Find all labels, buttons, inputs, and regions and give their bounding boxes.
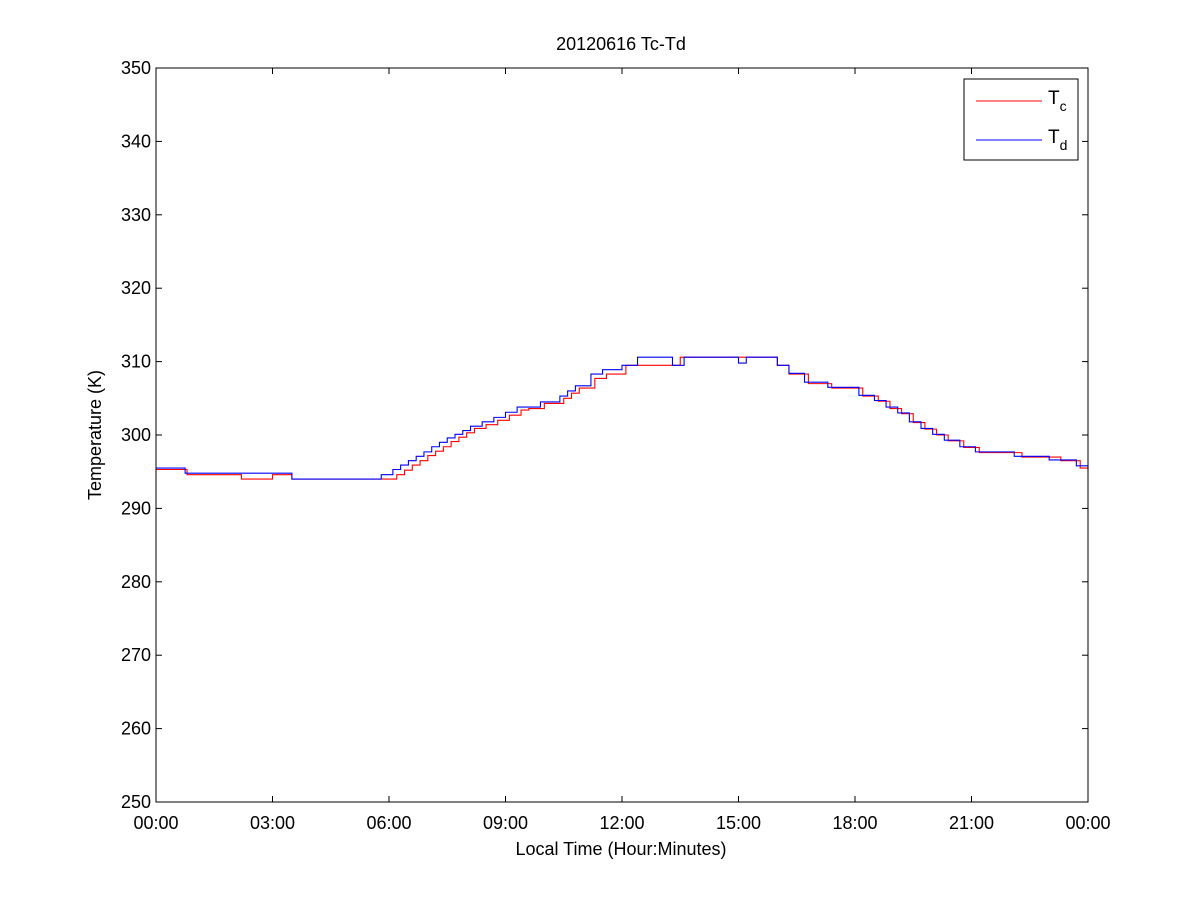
x-axis-label: Local Time (Hour:Minutes) xyxy=(515,839,726,859)
series-line-tc xyxy=(156,356,1089,480)
x-tick-label: 00:00 xyxy=(1065,813,1110,833)
data-layer xyxy=(156,356,1089,480)
y-tick-label: 350 xyxy=(121,58,151,78)
y-tick-label: 250 xyxy=(121,792,151,812)
y-tick-label: 320 xyxy=(121,278,151,298)
y-tick-label: 330 xyxy=(121,205,151,225)
chart-title: 20120616 Tc-Td xyxy=(556,34,686,54)
ticks-layer: 00:00 03:00 06:00 09:00 12:00 15:00 18:00 21:00… xyxy=(121,58,1111,833)
y-tick-label: 310 xyxy=(121,352,151,372)
x-tick-label: 09:00 xyxy=(483,813,528,833)
x-tick-label: 12:00 xyxy=(599,813,644,833)
legend: Tc Td xyxy=(963,78,1079,161)
y-tick-label: 290 xyxy=(121,498,151,518)
x-tick-label: 03:00 xyxy=(250,813,295,833)
x-tick-label: 15:00 xyxy=(716,813,761,833)
y-tick-label: 300 xyxy=(121,425,151,445)
legend-label-tc: Tc xyxy=(1048,88,1067,114)
x-tick-label: 06:00 xyxy=(366,813,411,833)
y-tick-label: 270 xyxy=(121,645,151,665)
y-tick-label: 280 xyxy=(121,572,151,592)
legend-label-td: Td xyxy=(1048,127,1067,153)
x-tick-label: 18:00 xyxy=(832,813,877,833)
y-tick-label: 260 xyxy=(121,719,151,739)
y-tick-label: 340 xyxy=(121,131,151,151)
x-tick-label: 21:00 xyxy=(949,813,994,833)
x-tick-label: 00:00 xyxy=(133,813,178,833)
y-axis-label: Temperature (K) xyxy=(85,370,105,500)
legend-box xyxy=(963,78,1079,161)
series-line-td xyxy=(156,356,1089,480)
